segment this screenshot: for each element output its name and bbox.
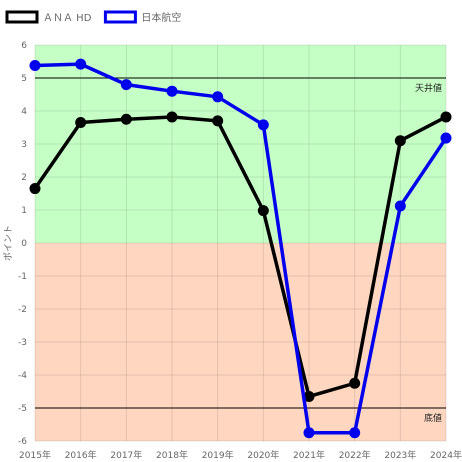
legend: ＡＮＡ HD 日本航空 xyxy=(5,10,181,24)
series-line-1 xyxy=(34,62,448,435)
x-tick-label: 2020年 xyxy=(247,449,279,461)
legend-label-0: ＡＮＡ HD xyxy=(43,13,92,24)
x-axis: 2015年 2016年 2017年 2018年 2019年 2020年 2021年 2022年… xyxy=(19,449,462,461)
data-point xyxy=(349,377,361,389)
data-point xyxy=(120,113,132,125)
series-line-0 xyxy=(33,115,447,399)
data-point xyxy=(29,183,41,195)
data-point xyxy=(257,205,269,217)
data-point xyxy=(394,135,406,147)
x-tick-label: 2023年 xyxy=(384,449,416,461)
y-axis-label: ポイント xyxy=(3,225,14,261)
y-tick-label: -3 xyxy=(18,338,27,348)
x-tick-label: 2019年 xyxy=(202,449,234,461)
data-point xyxy=(166,111,178,123)
data-point xyxy=(75,58,87,70)
legend-swatch-1 xyxy=(103,10,137,24)
data-point xyxy=(303,427,315,439)
x-tick-label: 2022年 xyxy=(339,449,371,461)
data-point xyxy=(75,117,87,129)
data-point xyxy=(29,59,41,71)
x-tick-label: 2017年 xyxy=(110,449,142,461)
x-tick-label: 2015年 xyxy=(19,449,51,461)
x-tick-label: 2024年 xyxy=(430,449,462,461)
data-point xyxy=(212,115,224,127)
y-tick-label: 1 xyxy=(21,206,27,216)
y-tick-label: 3 xyxy=(21,140,27,150)
data-point xyxy=(440,132,452,144)
data-point xyxy=(120,79,132,91)
series xyxy=(29,58,452,439)
floor-label: 底値 xyxy=(424,412,442,424)
y-tick-label: 2 xyxy=(21,173,27,183)
data-point xyxy=(349,427,361,439)
y-tick-label: -1 xyxy=(18,272,27,282)
data-point xyxy=(394,200,406,212)
data-point xyxy=(166,85,178,97)
data-point xyxy=(440,111,452,123)
y-tick-label: -4 xyxy=(18,371,27,381)
data-point xyxy=(303,390,315,402)
x-tick-label: 2021年 xyxy=(293,449,325,461)
legend-label-1: 日本航空 xyxy=(141,11,181,24)
y-tick-label: -5 xyxy=(18,404,27,414)
y-tick-label: 0 xyxy=(21,239,27,249)
x-tick-label: 2018年 xyxy=(156,449,188,461)
y-tick-label: -6 xyxy=(18,437,27,447)
legend-swatch-0 xyxy=(5,10,39,24)
y-tick-label: 5 xyxy=(21,74,27,84)
y-axis: -6 -5 -4 -3 -2 -1 0 1 2 3 4 5 6 xyxy=(18,41,27,447)
y-tick-label: 6 xyxy=(21,41,27,51)
x-tick-label: 2016年 xyxy=(65,449,97,461)
ceiling-label: 天井値 xyxy=(415,82,442,94)
y-tick-label: -2 xyxy=(18,305,27,315)
y-tick-label: 4 xyxy=(21,107,27,117)
data-point xyxy=(212,91,224,103)
data-point xyxy=(257,119,269,131)
